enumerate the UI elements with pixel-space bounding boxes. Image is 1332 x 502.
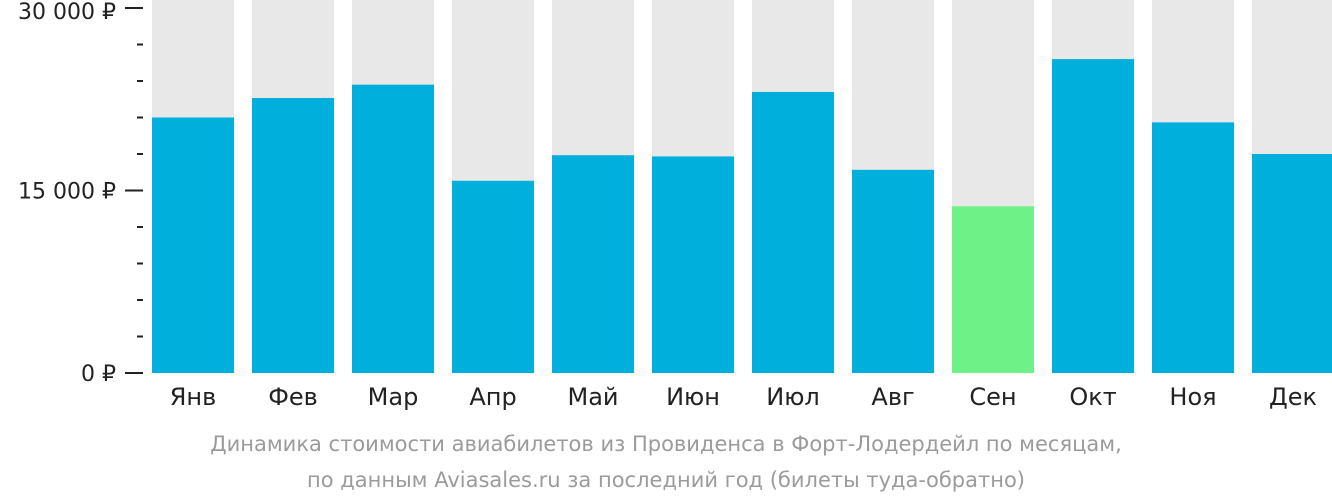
bar-2 (252, 98, 334, 374)
chart-caption-line-1: Динамика стоимости авиабилетов из Провид… (210, 432, 1122, 456)
x-tick-label-9: Сен (969, 383, 1016, 411)
bar-7 (752, 91, 834, 373)
bar-4 (452, 180, 534, 373)
y-tick-label: 15 000 ₽ (18, 180, 116, 205)
y-tick-label: 0 ₽ (81, 362, 116, 387)
x-tick-label-11: Ноя (1169, 383, 1216, 411)
x-tick-label-8: Авг (871, 383, 914, 411)
bar-8 (852, 169, 934, 373)
bar-5 (552, 155, 634, 373)
x-tick-label-1: Янв (170, 383, 217, 411)
chart-caption-line-2: по данным Aviasales.ru за последний год … (307, 468, 1025, 492)
x-tick-label-5: Май (567, 383, 618, 411)
x-tick-label-6: Июн (666, 383, 720, 411)
bar-1 (152, 117, 234, 373)
bar-3 (352, 84, 434, 374)
bar-12 (1252, 154, 1332, 373)
y-tick-label: 30 000 ₽ (18, 0, 116, 25)
bar-10 (1052, 59, 1134, 373)
x-tick-label-3: Мар (368, 383, 419, 411)
bar-9 (952, 206, 1034, 373)
x-tick-label-10: Окт (1069, 383, 1116, 411)
x-tick-label-7: Июл (766, 383, 820, 411)
bar-11 (1152, 122, 1234, 373)
x-tick-label-12: Дек (1269, 383, 1317, 411)
bar-6 (652, 156, 734, 373)
x-tick-label-4: Апр (469, 383, 516, 411)
x-tick-label-2: Фев (268, 383, 318, 411)
